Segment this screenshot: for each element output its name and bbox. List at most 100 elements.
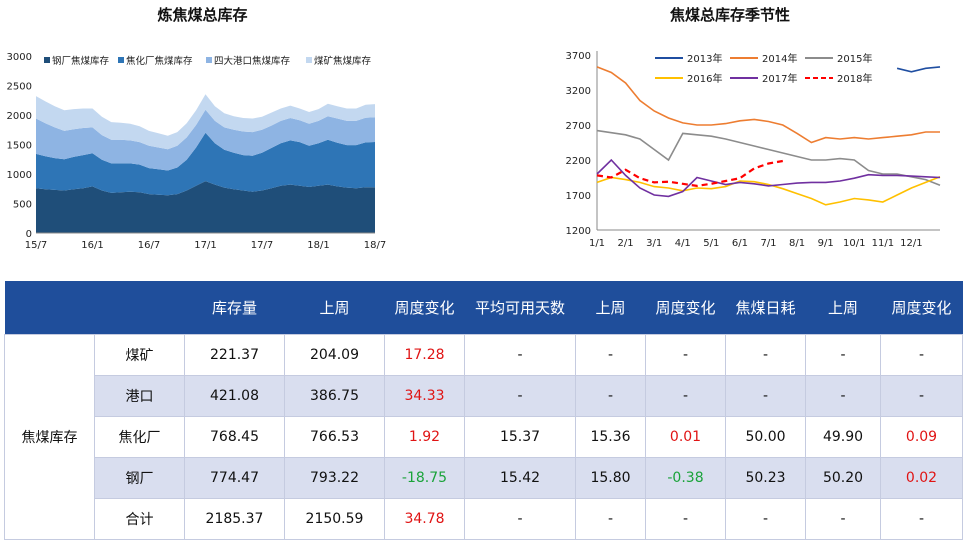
- y-tick-label: 2200: [566, 156, 591, 167]
- table-cell: 0.02: [880, 457, 963, 499]
- table-cell: 0.01: [645, 416, 726, 458]
- table-cell: -: [725, 334, 806, 376]
- x-tick-label: 17/1: [194, 240, 216, 251]
- table-cell: 15.37: [464, 416, 576, 458]
- table-cell: -: [575, 498, 646, 540]
- table-row: 焦化厂 768.45 766.53 1.92 15.37 15.36 0.01 …: [5, 416, 963, 458]
- line-series-2017年: [596, 158, 941, 198]
- area-series-2: [36, 132, 375, 196]
- x-tick-label: 7/1: [760, 238, 776, 249]
- table-cell: 221.37: [184, 334, 285, 376]
- y-tick-label: 0: [26, 229, 32, 240]
- legend-label: 煤矿焦煤库存: [314, 55, 372, 67]
- row-label: 合计: [94, 498, 185, 540]
- table-cell: 50.00: [725, 416, 806, 458]
- table-cell: 2185.37: [184, 498, 285, 540]
- header-weekly-change: 周度变化: [384, 281, 465, 335]
- table-row: 合计 2185.37 2150.59 34.78 - - - - - -: [5, 498, 963, 540]
- legend-label: 2014年: [762, 52, 797, 65]
- table-cell: 386.75: [284, 375, 385, 417]
- y-tick-label: 1700: [566, 191, 591, 202]
- table-cell: 50.20: [805, 457, 881, 499]
- legend-swatch: [44, 57, 50, 63]
- table-cell: -: [464, 498, 576, 540]
- legend-swatch: [306, 57, 312, 63]
- header-daily-consumption: 焦煤日耗: [725, 281, 806, 335]
- header-cell: [94, 281, 185, 335]
- x-tick-label: 15/7: [25, 240, 47, 251]
- header-last-week: 上周: [284, 281, 385, 335]
- x-tick-label: 1/1: [589, 238, 605, 249]
- table-cell: 766.53: [284, 416, 385, 458]
- table-cell: -: [645, 334, 726, 376]
- table-cell: -: [575, 375, 646, 417]
- x-tick-label: 11/1: [872, 238, 894, 249]
- seasonal-line-chart: 1200 1700 2200 2700 3200 3700 1/1 2/1 3/1 4/1 5/1 6…: [566, 51, 941, 249]
- table-cell: 793.22: [284, 457, 385, 499]
- table-cell: -: [805, 334, 881, 376]
- table-cell: -18.75: [384, 457, 465, 499]
- table-cell: 49.90: [805, 416, 881, 458]
- line-series-2013年: [896, 66, 941, 73]
- line-series-2016年: [596, 176, 941, 206]
- group-label: 焦煤库存: [4, 334, 95, 540]
- legend-label: 2015年: [837, 52, 872, 65]
- y-tick-label: 3000: [7, 52, 32, 63]
- stacked-area-chart: 0 500 1000 1500 2000 2500 3000 15/7 16/1 16/7 17/1…: [7, 52, 387, 251]
- y-tick-label: 3700: [566, 51, 591, 62]
- table-cell: -: [805, 375, 881, 417]
- area-series-4: [36, 94, 375, 150]
- header-inventory: 库存量: [184, 281, 285, 335]
- legend-swatch: [206, 57, 212, 63]
- y-tick-label: 500: [13, 200, 32, 211]
- row-label: 焦化厂: [94, 416, 185, 458]
- table-cell: 421.08: [184, 375, 285, 417]
- legend-label: 焦化厂焦煤库存: [126, 55, 193, 67]
- header-last-week: 上周: [805, 281, 881, 335]
- area-series-1: [36, 181, 375, 233]
- table-cell: 768.45: [184, 416, 285, 458]
- x-tick-label: 3/1: [646, 238, 662, 249]
- table-cell: -: [725, 375, 806, 417]
- y-tick-label: 1200: [566, 226, 591, 237]
- inventory-table: 库存量 上周 周度变化 平均可用天数 上周 周度变化 焦煤日耗 上周 周度变化 …: [4, 281, 963, 540]
- x-tick-label: 18/1: [307, 240, 329, 251]
- table-row: 港口 421.08 386.75 34.33 - - - - - -: [5, 375, 963, 417]
- table-cell: -: [880, 334, 963, 376]
- right-chart-title: 焦煤总库存季节性: [669, 6, 790, 24]
- table-cell: -: [645, 498, 726, 540]
- table-cell: 0.09: [880, 416, 963, 458]
- y-tick-label: 2500: [7, 82, 32, 93]
- row-label: 港口: [94, 375, 185, 417]
- table-cell: 774.47: [184, 457, 285, 499]
- x-tick-label: 16/7: [138, 240, 160, 251]
- y-tick-label: 2000: [7, 111, 32, 122]
- header-last-week: 上周: [575, 281, 646, 335]
- y-tick-label: 3200: [566, 86, 591, 97]
- table-cell: 15.42: [464, 457, 576, 499]
- x-tick-label: 9/1: [818, 238, 834, 249]
- x-tick-label: 16/1: [81, 240, 103, 251]
- table-cell: -: [645, 375, 726, 417]
- table-cell: 1.92: [384, 416, 465, 458]
- legend-label: 钢厂焦煤库存: [52, 55, 110, 67]
- x-tick-label: 12/1: [900, 238, 922, 249]
- table-cell: -: [880, 375, 963, 417]
- legend-label: 2017年: [762, 72, 797, 85]
- table-header-row: 库存量 上周 周度变化 平均可用天数 上周 周度变化 焦煤日耗 上周 周度变化: [4, 281, 963, 335]
- y-tick-label: 2700: [566, 121, 591, 132]
- table-cell: 15.36: [575, 416, 646, 458]
- table-cell: 34.33: [384, 375, 465, 417]
- area-series-3: [36, 109, 375, 171]
- y-tick-label: 1500: [7, 141, 32, 152]
- table-cell: 17.28: [384, 334, 465, 376]
- left-chart-title: 炼焦煤总库存: [157, 6, 248, 24]
- table-cell: -: [464, 375, 576, 417]
- row-label: 钢厂: [94, 457, 185, 499]
- table-cell: -0.38: [645, 457, 726, 499]
- header-weekly-change: 周度变化: [645, 281, 726, 335]
- table-cell: -: [464, 334, 576, 376]
- legend-label: 2018年: [837, 72, 872, 85]
- x-tick-label: 17/7: [251, 240, 273, 251]
- y-tick-label: 1000: [7, 170, 32, 181]
